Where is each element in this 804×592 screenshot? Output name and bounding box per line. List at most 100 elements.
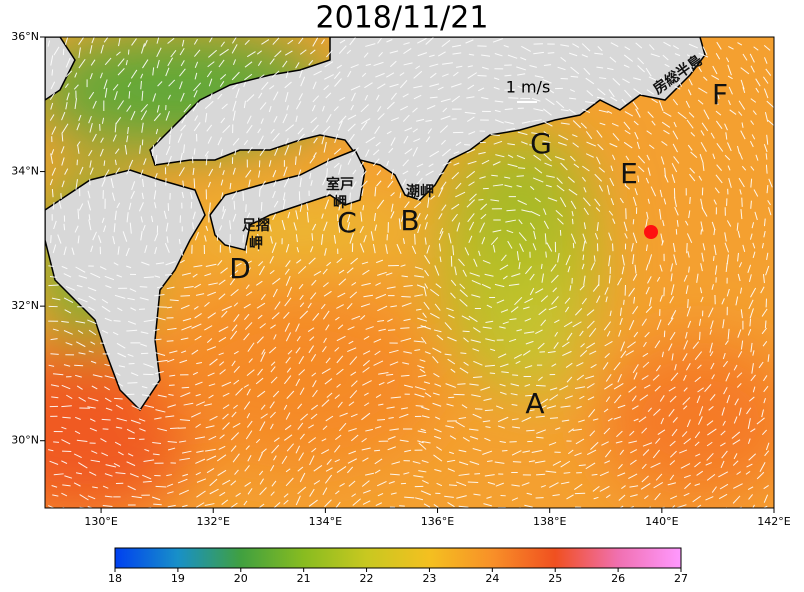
current-arrow (624, 300, 625, 305)
current-arrow (518, 168, 525, 169)
current-arrow (388, 330, 395, 331)
current-arrow (633, 219, 634, 224)
current-arrow (687, 243, 688, 253)
colorbar-tick-label: 21 (297, 572, 311, 585)
colorbar-tick-label: 20 (234, 572, 248, 585)
place-name: 室戸 (326, 176, 354, 193)
current-arrow (377, 420, 385, 421)
y-tick-label: 34°N (11, 165, 39, 178)
current-arrow (194, 178, 195, 188)
place-name: 潮岬 (406, 183, 434, 200)
current-arrow (167, 341, 174, 342)
scale-label: 1 m/s (506, 78, 551, 97)
place-name: 岬 (333, 195, 347, 211)
current-arrow (401, 296, 410, 297)
current-arrow (102, 419, 111, 420)
current-arrow (62, 417, 70, 418)
current-arrow (261, 202, 262, 211)
current-arrow (350, 193, 351, 200)
current-arrow (327, 168, 328, 176)
current-arrow (750, 319, 751, 327)
current-arrow (765, 320, 766, 328)
current-arrow (513, 462, 521, 463)
current-arrow (74, 365, 83, 366)
current-arrow (165, 275, 172, 276)
colorbar-tick-label: 23 (422, 572, 436, 585)
current-arrow (246, 204, 247, 212)
current-arrow (546, 252, 547, 258)
colorbar-tick-label: 19 (171, 572, 185, 585)
current-arrow (183, 181, 184, 187)
point-label: B (400, 204, 419, 237)
place-name: 岬 (249, 236, 263, 252)
title: 2018/11/21 (316, 1, 489, 36)
current-arrow (502, 450, 507, 451)
current-arrow (508, 98, 518, 99)
current-arrow (551, 509, 559, 512)
x-tick-label: 134°E (309, 515, 342, 528)
current-arrow (400, 328, 409, 329)
place-name: 足摺 (242, 218, 270, 234)
current-arrow (416, 406, 424, 407)
current-arrow (751, 201, 752, 209)
point-label: D (229, 252, 251, 285)
current-arrow (601, 508, 609, 511)
x-tick-label: 140°E (645, 515, 678, 528)
colorbar-tick-label: 25 (548, 572, 562, 585)
current-arrow (490, 373, 495, 374)
current-arrow (295, 156, 296, 164)
current-arrow (156, 486, 167, 487)
current-arrow (713, 256, 714, 261)
current-arrow (504, 75, 511, 76)
current-arrow (473, 377, 482, 378)
current-arrow (116, 508, 126, 512)
point-label: E (620, 157, 638, 190)
current-arrow (114, 321, 121, 322)
current-arrow (457, 384, 465, 385)
x-tick-label: 142°E (757, 515, 790, 528)
point-label: G (530, 127, 552, 160)
current-arrow (140, 287, 147, 288)
marker (644, 225, 658, 239)
current-arrow (153, 504, 162, 505)
current-arrow (478, 199, 483, 200)
current-arrow (312, 233, 313, 240)
current-arrow (50, 354, 58, 355)
current-arrow (182, 387, 189, 388)
x-tick-label: 132°E (197, 515, 230, 528)
colorbar-tick-label: 22 (360, 572, 374, 585)
colorbar-tick-label: 24 (485, 572, 499, 585)
point-label: F (712, 78, 728, 111)
current-arrow (700, 332, 701, 340)
colorbar-tick-label: 26 (611, 572, 625, 585)
current-arrow (517, 176, 524, 177)
current-arrow (449, 485, 457, 486)
current-arrow (89, 214, 90, 220)
current-arrow (104, 160, 105, 165)
y-tick-label: 32°N (11, 299, 39, 312)
current-arrow (688, 299, 689, 308)
current-arrow (564, 473, 571, 474)
y-tick-label: 36°N (11, 30, 39, 43)
point-label: A (525, 387, 544, 420)
current-arrow (536, 474, 545, 475)
map-area (0, 30, 800, 520)
current-arrow (460, 353, 466, 354)
current-arrow (141, 81, 142, 89)
current-arrow (374, 450, 380, 451)
current-arrow (594, 509, 600, 514)
current-arrow (64, 224, 65, 230)
current-arrow (52, 189, 53, 197)
current-arrow (690, 197, 691, 204)
current-arrow (234, 201, 235, 210)
y-tick-label: 30°N (11, 434, 39, 447)
current-arrow (53, 442, 59, 443)
colorbar (115, 548, 681, 568)
current-arrow (712, 508, 715, 514)
colorbar-tick-label: 27 (674, 572, 688, 585)
current-arrow (701, 229, 702, 234)
colorbar-tick-label: 18 (108, 572, 122, 585)
current-arrow (170, 135, 171, 144)
current-arrow (485, 410, 493, 411)
